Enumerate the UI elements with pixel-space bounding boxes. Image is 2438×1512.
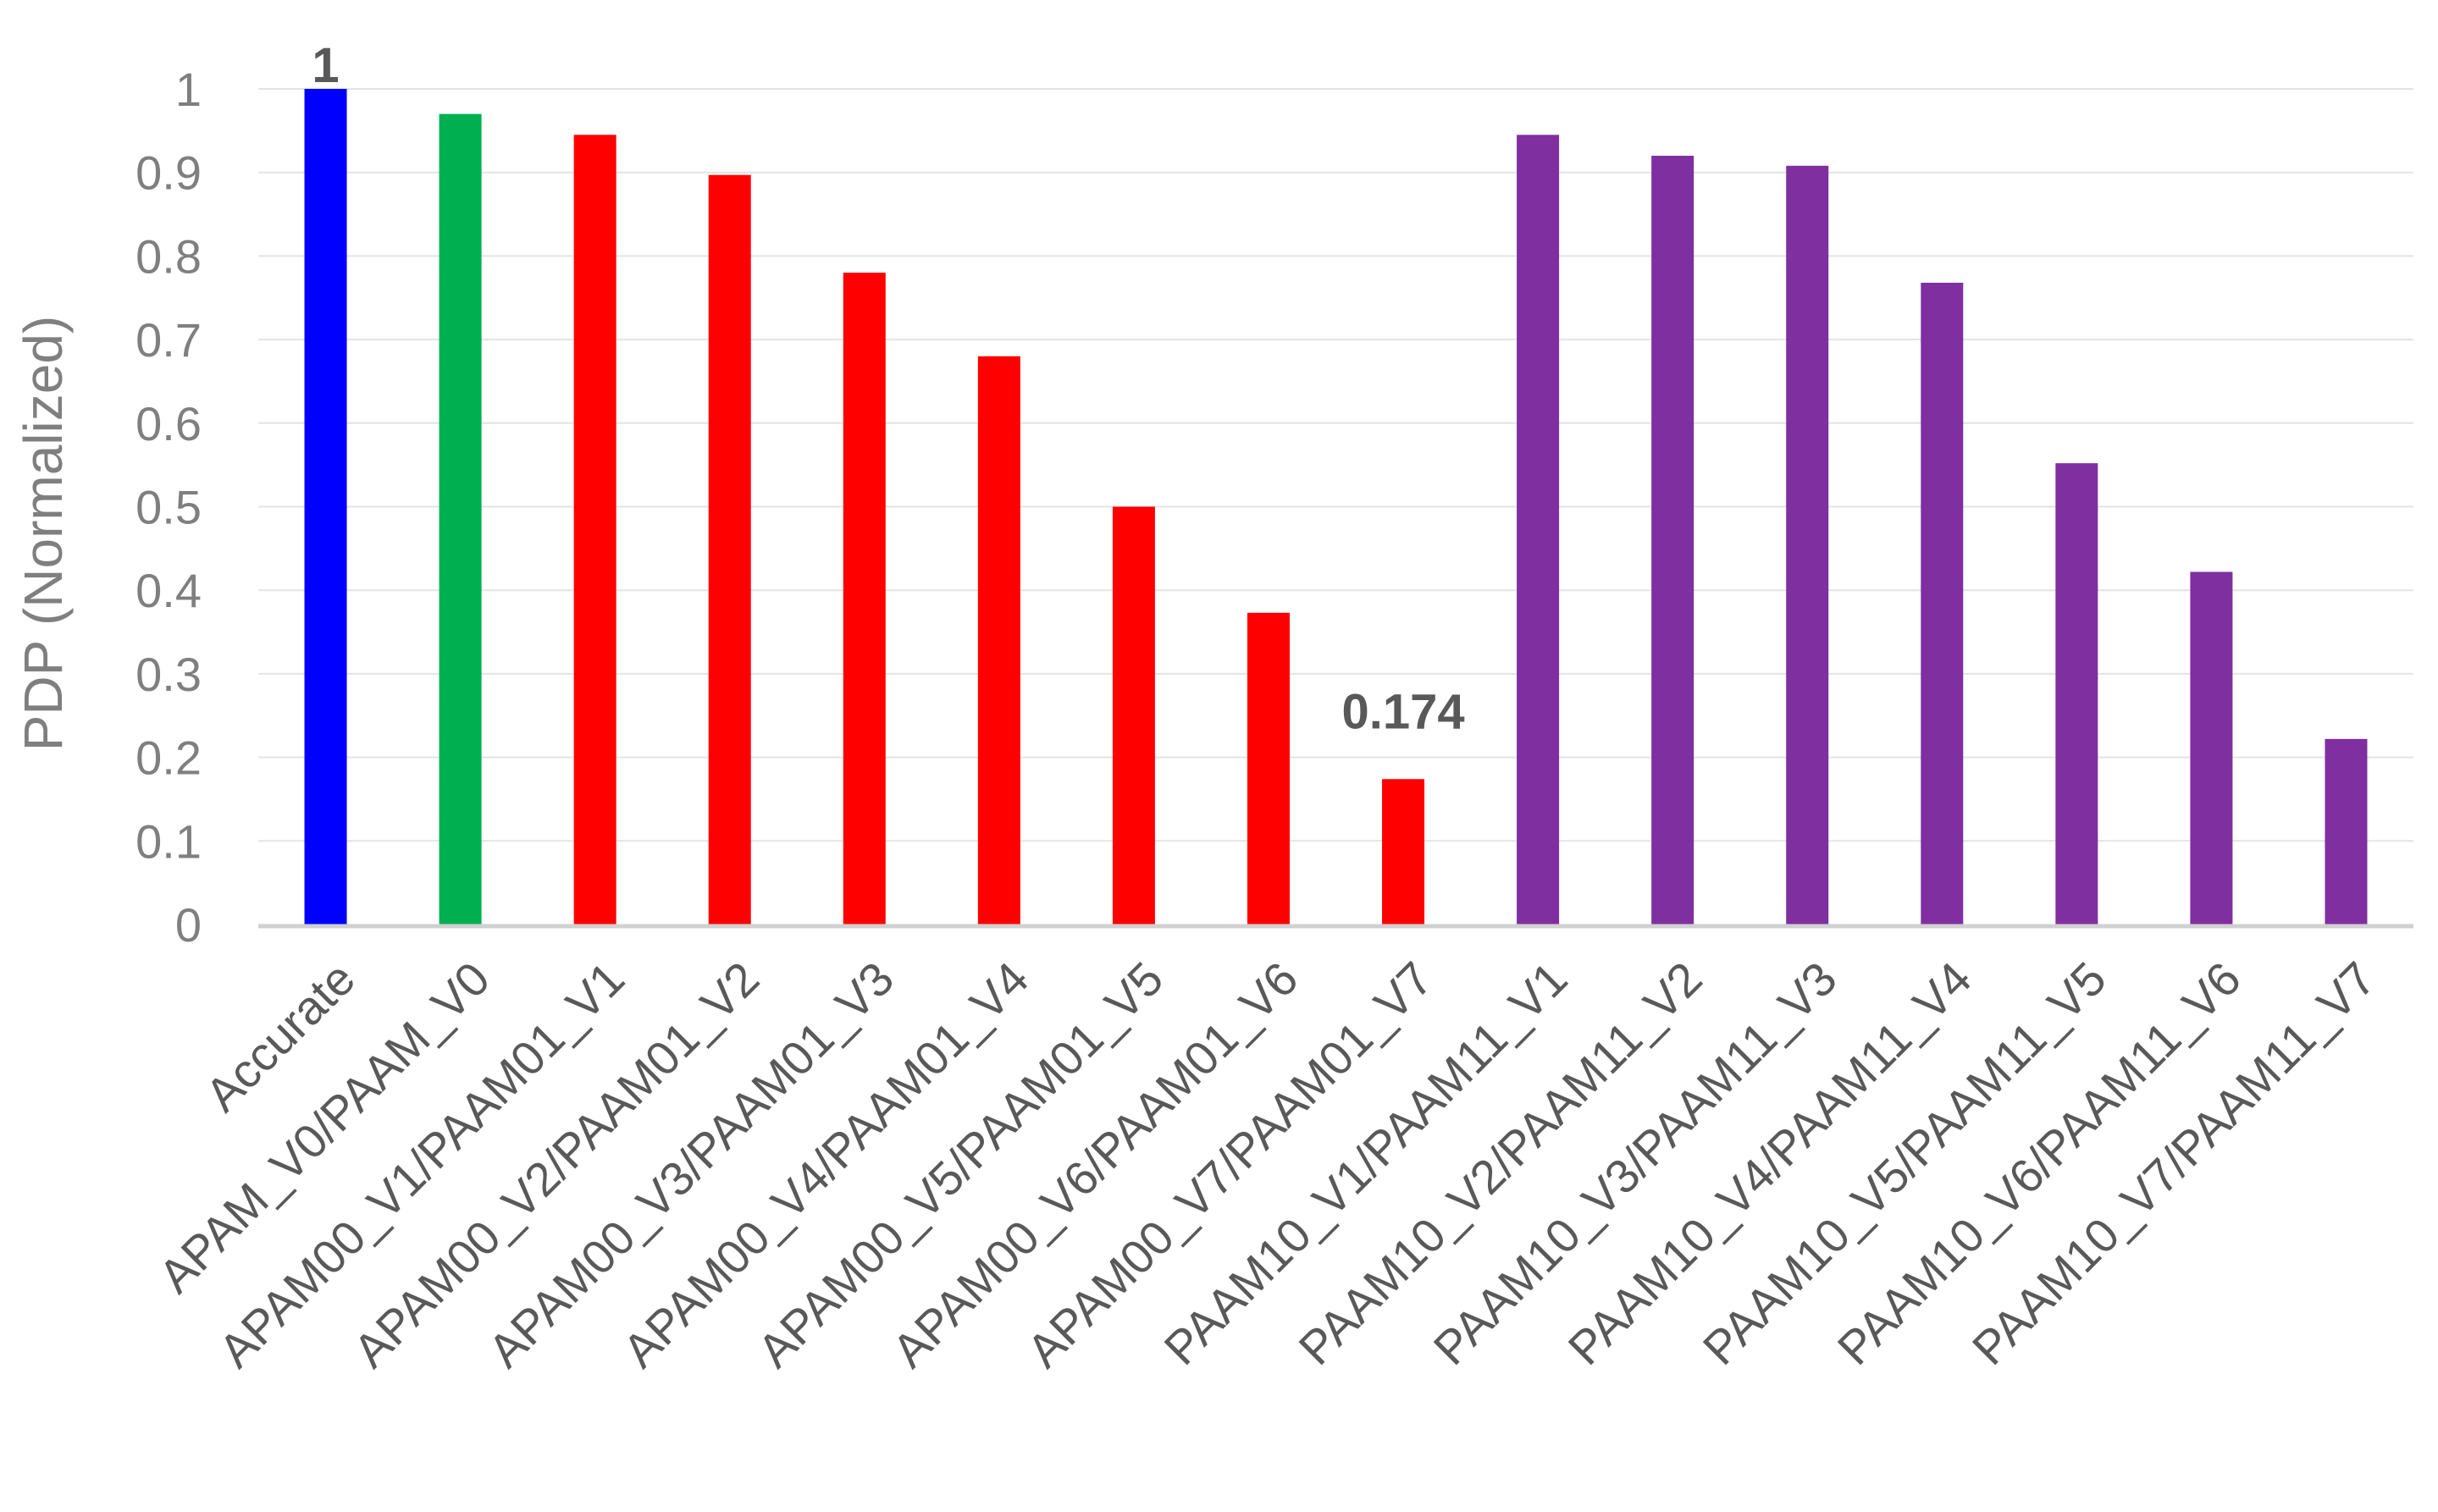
data-labels: 1 0.174 xyxy=(312,38,1464,739)
bar xyxy=(1786,165,1829,924)
y-axis-ticks: 0 0.1 0.2 0.3 0.4 0.5 0.6 0.7 0.8 0.9 1 xyxy=(135,63,202,952)
y-tick-label: 0 xyxy=(175,898,202,952)
y-tick-label: 0.4 xyxy=(135,564,202,617)
y-tick-label: 0.9 xyxy=(135,146,202,200)
bar xyxy=(1517,135,1560,924)
data-label: 1 xyxy=(312,38,339,93)
bar xyxy=(843,273,886,924)
bar xyxy=(439,113,482,925)
y-tick-label: 0.5 xyxy=(135,481,202,534)
y-tick-label: 0.6 xyxy=(135,397,202,450)
bar xyxy=(708,174,751,924)
y-tick-label: 0.1 xyxy=(135,814,202,868)
bar xyxy=(2055,463,2098,924)
bar xyxy=(1247,612,1290,924)
y-tick-label: 0.2 xyxy=(135,731,202,785)
bar xyxy=(1651,155,1694,924)
x-axis-categories: AccurateAPAM_V0/PAAM_V0APAM00_V1/PAAM01_… xyxy=(148,952,2385,1377)
bar xyxy=(1112,506,1155,924)
gridlines xyxy=(258,88,2413,842)
y-axis-title: PDP (Normalized) xyxy=(13,316,74,752)
bar xyxy=(2325,738,2368,924)
bar xyxy=(1382,779,1425,924)
bar xyxy=(573,135,616,924)
y-tick-label: 0.8 xyxy=(135,229,202,283)
y-tick-label: 0.3 xyxy=(135,648,202,701)
bars xyxy=(304,89,2368,925)
y-tick-label: 0.7 xyxy=(135,313,202,367)
y-tick-label: 1 xyxy=(175,63,202,116)
bar xyxy=(977,356,1020,925)
bar xyxy=(1921,282,1964,924)
bar xyxy=(2190,571,2233,924)
data-label: 0.174 xyxy=(1341,684,1464,739)
bar xyxy=(304,89,347,924)
